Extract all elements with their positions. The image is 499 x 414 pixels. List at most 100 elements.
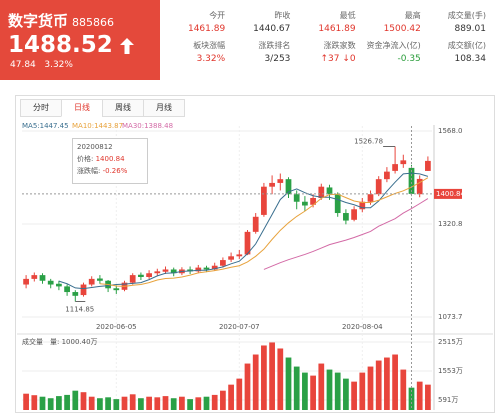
volume-bar	[416, 381, 423, 410]
stat: 成交量(手) 889.01	[429, 10, 494, 34]
volume-bar	[425, 384, 431, 410]
tabs: 分时 日线 周线 月线	[20, 99, 185, 117]
candle-body	[293, 194, 300, 202]
y-tick-label: 1568.0	[438, 127, 463, 135]
candle-body	[162, 269, 169, 272]
stat-value: 1461.89	[187, 24, 226, 34]
candle-body	[39, 275, 46, 281]
candle-body	[154, 271, 161, 274]
stock-code: 885866	[72, 16, 115, 29]
volume-bar	[400, 369, 407, 410]
stat-value: 3/253	[264, 54, 291, 64]
candle-body	[170, 269, 177, 274]
candle-body	[400, 160, 407, 165]
tip-label: 价格:	[77, 155, 94, 163]
stat-label: 板块涨幅	[193, 41, 226, 50]
volume-bar	[252, 354, 259, 410]
v-tick-label: 591万	[438, 396, 458, 404]
quote-panel: 数字货币 885866 1488.52 47.84 3.32%	[0, 0, 160, 80]
stats: 今开 1461.89 昨收 1440.67 最低 1461.89 最高 1500.42 成交量(…	[168, 10, 494, 64]
candle-body	[351, 209, 357, 220]
change: 47.84 3.32%	[10, 60, 73, 70]
volume-bar	[64, 394, 70, 410]
tip-change: 涨跌幅: -0.26%	[77, 165, 143, 177]
tip-price: 价格: 1400.84	[77, 153, 143, 165]
volume-bar	[138, 398, 144, 410]
candle-body	[302, 201, 308, 206]
volume-bar	[244, 363, 251, 410]
high-label: 1526.78	[354, 138, 383, 146]
name: 数字货币 885866	[8, 10, 114, 31]
volume-bar	[97, 398, 103, 410]
candle-body	[343, 213, 349, 221]
stat-value: 889.01	[454, 24, 486, 34]
stat-value: 108.34	[454, 54, 486, 64]
candle-body	[129, 275, 136, 283]
candle-body	[367, 194, 374, 202]
candle-body	[236, 254, 243, 257]
price-tag-label: 1400.84	[436, 190, 465, 198]
legend-value: 1447.45	[40, 122, 69, 130]
legend-name: MA10:	[72, 122, 94, 130]
candle-body	[310, 197, 316, 205]
volume-bar	[228, 384, 234, 410]
legend-name: MA5:	[22, 122, 40, 130]
tip-value: 1400.84	[95, 155, 125, 163]
ma-line	[263, 198, 429, 270]
candle-body	[384, 171, 390, 180]
stat: 资金净流入(亿) -0.35	[364, 40, 429, 64]
legend-entry: MA30:1388.48	[122, 122, 173, 130]
legend-name: MA30:	[122, 122, 144, 130]
tooltip: 20200812 价格: 1400.84 涨跌幅: -0.26%	[72, 138, 148, 184]
volume-bar	[129, 394, 136, 410]
tab[interactable]: 月线	[143, 99, 185, 117]
volume-bar	[31, 395, 38, 410]
candle-body	[113, 288, 120, 291]
volume-bar	[154, 397, 161, 410]
volume-title: 成交量	[22, 337, 43, 346]
legend-value: 1443.87	[94, 122, 123, 130]
candle-body	[31, 275, 38, 279]
stat: 涨跌家数 ↑37 ↓0	[298, 40, 363, 64]
v-tick-label: 1553万	[438, 367, 463, 375]
candle-body	[334, 194, 341, 214]
volume-bar	[88, 396, 95, 410]
volume-bar	[310, 375, 316, 410]
volume-bar	[72, 390, 79, 410]
volume-bar	[359, 372, 366, 410]
chart-frame	[15, 95, 495, 413]
volume-bar	[293, 366, 300, 410]
change-pct: 3.32%	[44, 60, 73, 70]
stat-label: 涨跌排名	[258, 41, 291, 50]
stat-value: -0.35	[397, 54, 421, 64]
volume-bar	[47, 398, 54, 410]
volume-bar	[56, 396, 62, 410]
candle-body	[203, 267, 210, 270]
stat-label: 涨跌家数	[323, 41, 356, 50]
volume-label: 量: 1000.40万	[50, 338, 98, 346]
x-tick-label: 2020-06-05	[96, 323, 137, 331]
candle-body	[392, 164, 398, 171]
legend-value: 1388.48	[144, 122, 173, 130]
volume-bar	[375, 360, 382, 410]
stat-value: 3.32%	[196, 54, 226, 64]
candle-body	[408, 167, 415, 194]
stat: 最低 1461.89	[298, 10, 363, 34]
stat-value: 1461.89	[318, 24, 356, 34]
stat-value: ↑37 ↓0	[320, 54, 356, 64]
candle-body	[187, 269, 193, 272]
y-tick-label: 1073.7	[438, 313, 463, 321]
candle-body	[261, 186, 267, 215]
candle-body	[56, 283, 62, 287]
stat: 昨收 1440.67	[233, 10, 298, 34]
stat-value: 1440.67	[253, 24, 291, 34]
volume-bar	[302, 372, 308, 410]
tab[interactable]: 周线	[102, 99, 144, 117]
volume-bar	[203, 396, 210, 410]
stat-label: 资金净流入(亿)	[366, 41, 421, 50]
tip-label: 涨跌幅:	[77, 167, 101, 175]
change-value: 47.84	[10, 60, 36, 70]
up-arrow	[120, 38, 134, 54]
volume-bar	[236, 378, 243, 410]
